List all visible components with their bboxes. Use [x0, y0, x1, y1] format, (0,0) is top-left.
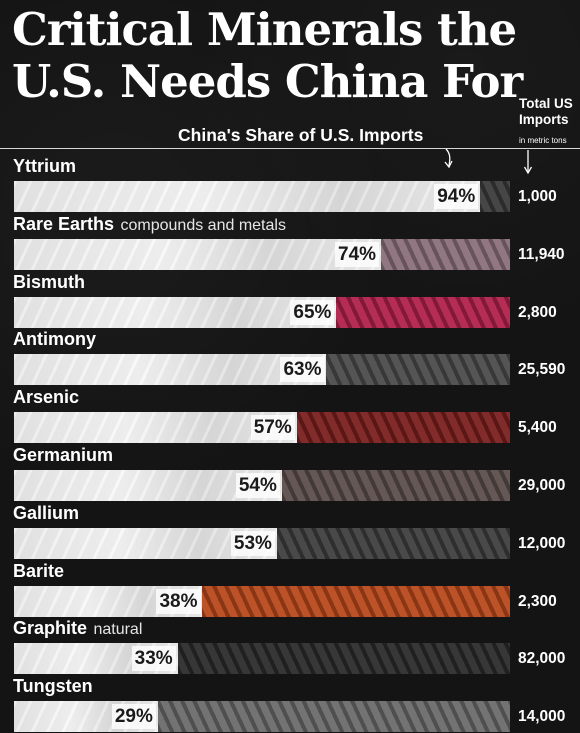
mineral-note: natural [89, 621, 143, 639]
bar-track: 57% [14, 412, 510, 444]
share-value-label: 33% [131, 646, 176, 672]
bar-row: Rare Earths compounds and metals 74% 11,94… [0, 213, 580, 271]
bar-track: 38% [14, 585, 510, 617]
china-share-bar [14, 181, 481, 212]
bar-row: Arsenic 57% 5,400 [0, 386, 580, 444]
bar-track: 33% [14, 643, 510, 675]
imports-value: 25,590 [518, 361, 566, 379]
other-share-bar [281, 470, 510, 501]
china-share-bar [14, 296, 337, 328]
other-share-bar [157, 701, 510, 733]
bar-track: 63% [14, 354, 510, 386]
bar-track: 65% [14, 296, 510, 328]
mineral-name: Gallium [13, 502, 79, 524]
mineral-label: Graphite [13, 618, 88, 639]
bar-row: Tungsten 29% 14,000 [0, 675, 580, 733]
mineral-label: Rare Earths [13, 213, 115, 234]
mineral-name: Barite [13, 560, 64, 582]
mineral-label: Yttrium [13, 156, 76, 176]
mineral-name: Rare Earths compounds and metals [13, 213, 286, 237]
bar-track: 53% [14, 527, 510, 559]
china-share-bar [14, 354, 327, 386]
bar-row: Bismuth 65% 2,800 [0, 271, 580, 329]
header-divider [0, 148, 580, 149]
share-value-label: 94% [434, 184, 479, 209]
mineral-label: Antimony [13, 329, 96, 350]
other-share-bar [177, 643, 510, 675]
bar-row: Gallium 53% 12,000 [0, 502, 580, 560]
share-value-label: 65% [290, 299, 335, 325]
bar-row: Yttrium 94% 1,000 [0, 155, 580, 213]
other-share-bar [202, 585, 510, 617]
mineral-label: Bismuth [13, 271, 85, 292]
share-value-label: 57% [250, 415, 295, 441]
share-value-label: 63% [280, 357, 325, 383]
bar-row: Antimony 63% 25,590 [0, 328, 580, 386]
imports-value: 11,940 [518, 245, 565, 263]
other-share-bar [336, 296, 510, 328]
imports-header: Total US Imports [519, 96, 573, 127]
imports-value: 2,800 [518, 303, 557, 321]
bar-row: Barite 38% 2,300 [0, 560, 580, 618]
share-value-label: 54% [235, 473, 280, 498]
mineral-label: Tungsten [13, 676, 93, 697]
bar-track: 74% [14, 238, 510, 270]
imports-arrow-icon [523, 150, 533, 175]
share-arrow-icon [444, 148, 453, 169]
mineral-name: Germanium [13, 444, 113, 466]
imports-value: 14,000 [518, 708, 566, 726]
chart-title: Critical Minerals the U.S. Needs China F… [12, 3, 523, 108]
bar-track: 54% [14, 470, 510, 501]
imports-value: 2,300 [518, 592, 557, 610]
bar-row: Germanium 54% 29,000 [0, 444, 580, 502]
mineral-name: Arsenic [13, 386, 79, 408]
other-share-bar [296, 412, 510, 444]
share-value-label: 38% [156, 588, 201, 614]
mineral-name: Graphite natural [13, 617, 142, 641]
imports-unit: in metric tons [519, 136, 567, 145]
mineral-name: Bismuth [13, 271, 85, 293]
imports-value: 1,000 [518, 188, 557, 205]
other-share-bar [276, 527, 510, 559]
bar-row: Graphite natural 33% 82,000 [0, 617, 580, 675]
share-value-label: 53% [230, 530, 275, 556]
mineral-name: Tungsten [13, 675, 93, 697]
mineral-label: Barite [13, 560, 65, 581]
imports-value: 29,000 [518, 477, 566, 494]
mineral-note: compounds and metals [116, 216, 286, 234]
bar-track: 29% [14, 701, 510, 733]
share-axis-label: China's Share of U.S. Imports [178, 125, 424, 145]
imports-value: 12,000 [518, 534, 566, 552]
mineral-label: Germanium [13, 445, 114, 465]
share-value-label: 29% [111, 704, 156, 730]
mineral-name: Yttrium [13, 155, 76, 177]
share-value-label: 74% [335, 241, 380, 267]
title-line-1: Critical Minerals the [12, 3, 517, 56]
other-share-bar [480, 181, 510, 212]
other-share-bar [326, 354, 510, 386]
imports-value: 82,000 [518, 650, 566, 668]
bar-track: 94% [14, 181, 510, 212]
mineral-name: Antimony [13, 328, 96, 350]
imports-value: 5,400 [518, 419, 557, 437]
other-share-bar [381, 238, 510, 270]
china-share-bar [14, 412, 297, 444]
china-share-bar [14, 238, 382, 270]
title-line-2: U.S. Needs China For [12, 55, 523, 108]
mineral-label: Gallium [13, 502, 80, 523]
mineral-label: Arsenic [13, 387, 80, 408]
